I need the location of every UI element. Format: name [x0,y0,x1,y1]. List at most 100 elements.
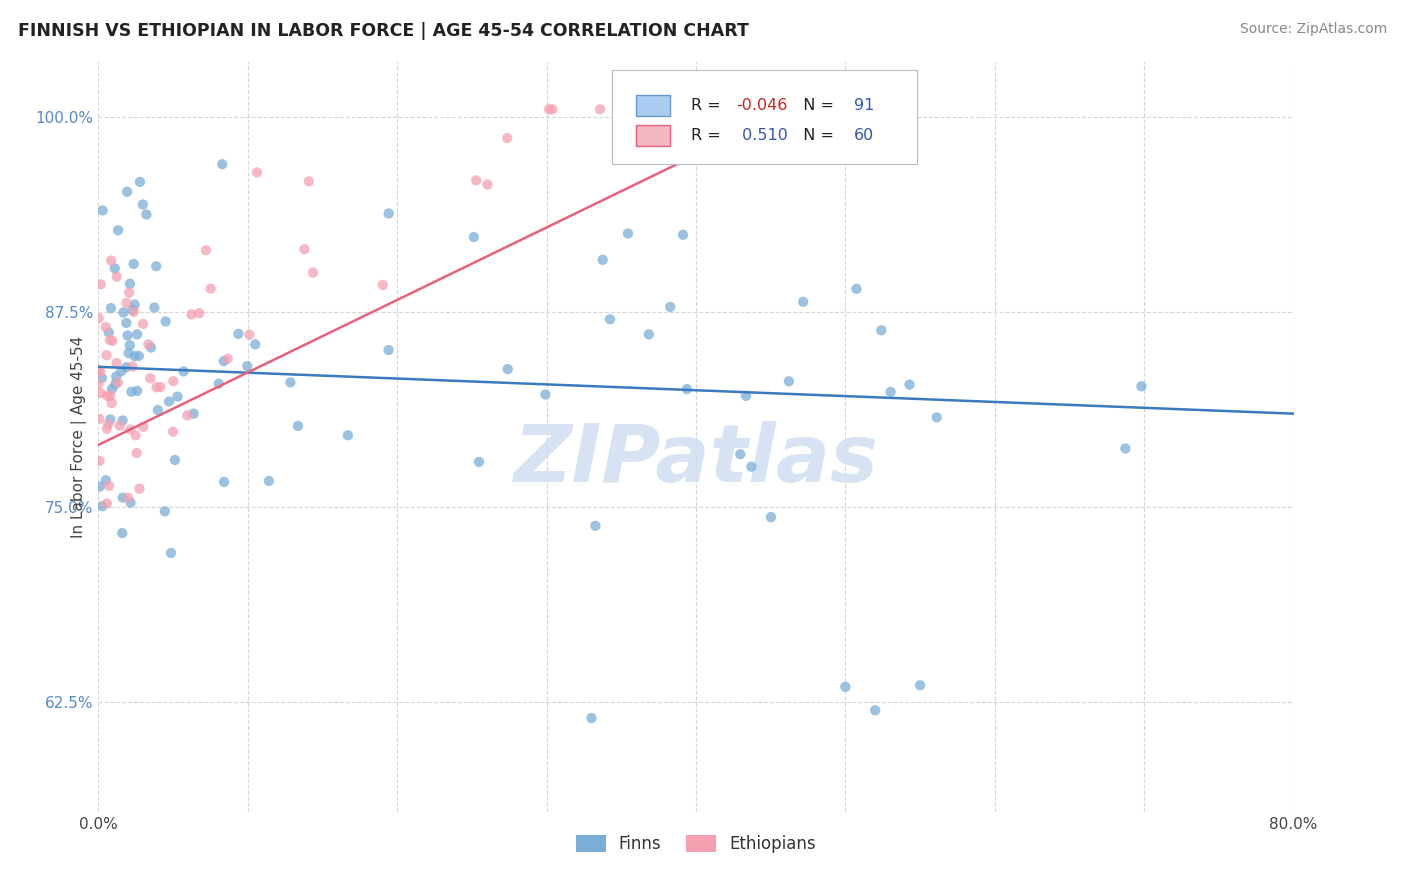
Point [120,422,142,436]
Point [104,261,127,276]
Point [581,711,603,725]
Text: N =: N = [793,128,839,143]
Text: N =: N = [793,97,839,112]
Point [246,165,269,179]
Point [155,314,177,328]
Point [377,343,399,357]
Point [908,678,931,692]
Point [845,282,868,296]
Point [98,388,121,402]
Point [183,407,205,421]
Point [589,102,612,116]
Point [145,259,167,273]
Point [925,410,948,425]
Point [302,266,325,280]
Point [100,301,122,315]
Point [121,303,143,318]
Point [162,374,184,388]
Point [870,323,893,337]
Point [153,504,176,518]
Point [592,252,614,267]
Point [96,348,118,362]
Point [132,317,155,331]
Point [98,478,121,492]
Point [94,473,117,487]
Point [673,102,696,116]
Point [287,419,309,434]
Point [236,359,259,373]
Point [759,510,782,524]
Point [496,131,519,145]
Point [115,295,138,310]
Text: -0.046: -0.046 [737,97,787,112]
Point [115,360,138,375]
Text: 91: 91 [853,97,875,112]
Point [139,341,162,355]
Point [97,417,120,432]
Point [107,376,129,390]
Point [735,389,758,403]
Point [298,174,321,188]
FancyBboxPatch shape [613,70,917,163]
Point [100,253,122,268]
Y-axis label: In Labor Force | Age 45-54: In Labor Force | Age 45-54 [72,336,87,538]
Point [117,328,139,343]
Point [208,376,231,391]
Point [87,363,110,377]
Point [534,387,557,401]
Point [118,338,141,352]
Point [124,297,146,311]
FancyBboxPatch shape [637,125,669,145]
Point [257,474,280,488]
Point [117,346,139,360]
Point [145,380,167,394]
Point [127,384,149,398]
Point [157,394,180,409]
Point [537,102,560,116]
Point [121,359,143,374]
Point [468,455,491,469]
Point [89,454,111,468]
Point [143,301,166,315]
FancyBboxPatch shape [637,95,669,116]
Legend: Finns, Ethiopians: Finns, Ethiopians [569,828,823,860]
Point [124,428,146,442]
Point [180,307,202,321]
Point [100,412,122,426]
Point [138,337,160,351]
Point [127,327,149,342]
Point [91,500,114,514]
Point [541,102,564,116]
Point [583,518,606,533]
Point [166,390,188,404]
Point [617,227,640,241]
Point [122,304,145,318]
Point [792,294,814,309]
Point [100,396,122,410]
Text: R =: R = [692,97,725,112]
Point [176,409,198,423]
Point [371,277,394,292]
Point [465,173,488,187]
Point [89,480,111,494]
Point [105,269,128,284]
Point [112,305,135,319]
Point [125,446,148,460]
Point [477,178,499,192]
Point [108,418,131,433]
Point [118,277,141,291]
Point [879,384,901,399]
Point [834,680,856,694]
Point [463,230,485,244]
Point [101,382,124,396]
Point [110,364,132,378]
Point [1114,442,1136,456]
Point [200,282,222,296]
Point [740,459,762,474]
Point [149,380,172,394]
Point [87,376,110,391]
Point [637,327,659,342]
Point [132,420,155,434]
Point [294,242,316,256]
Point [101,334,124,348]
